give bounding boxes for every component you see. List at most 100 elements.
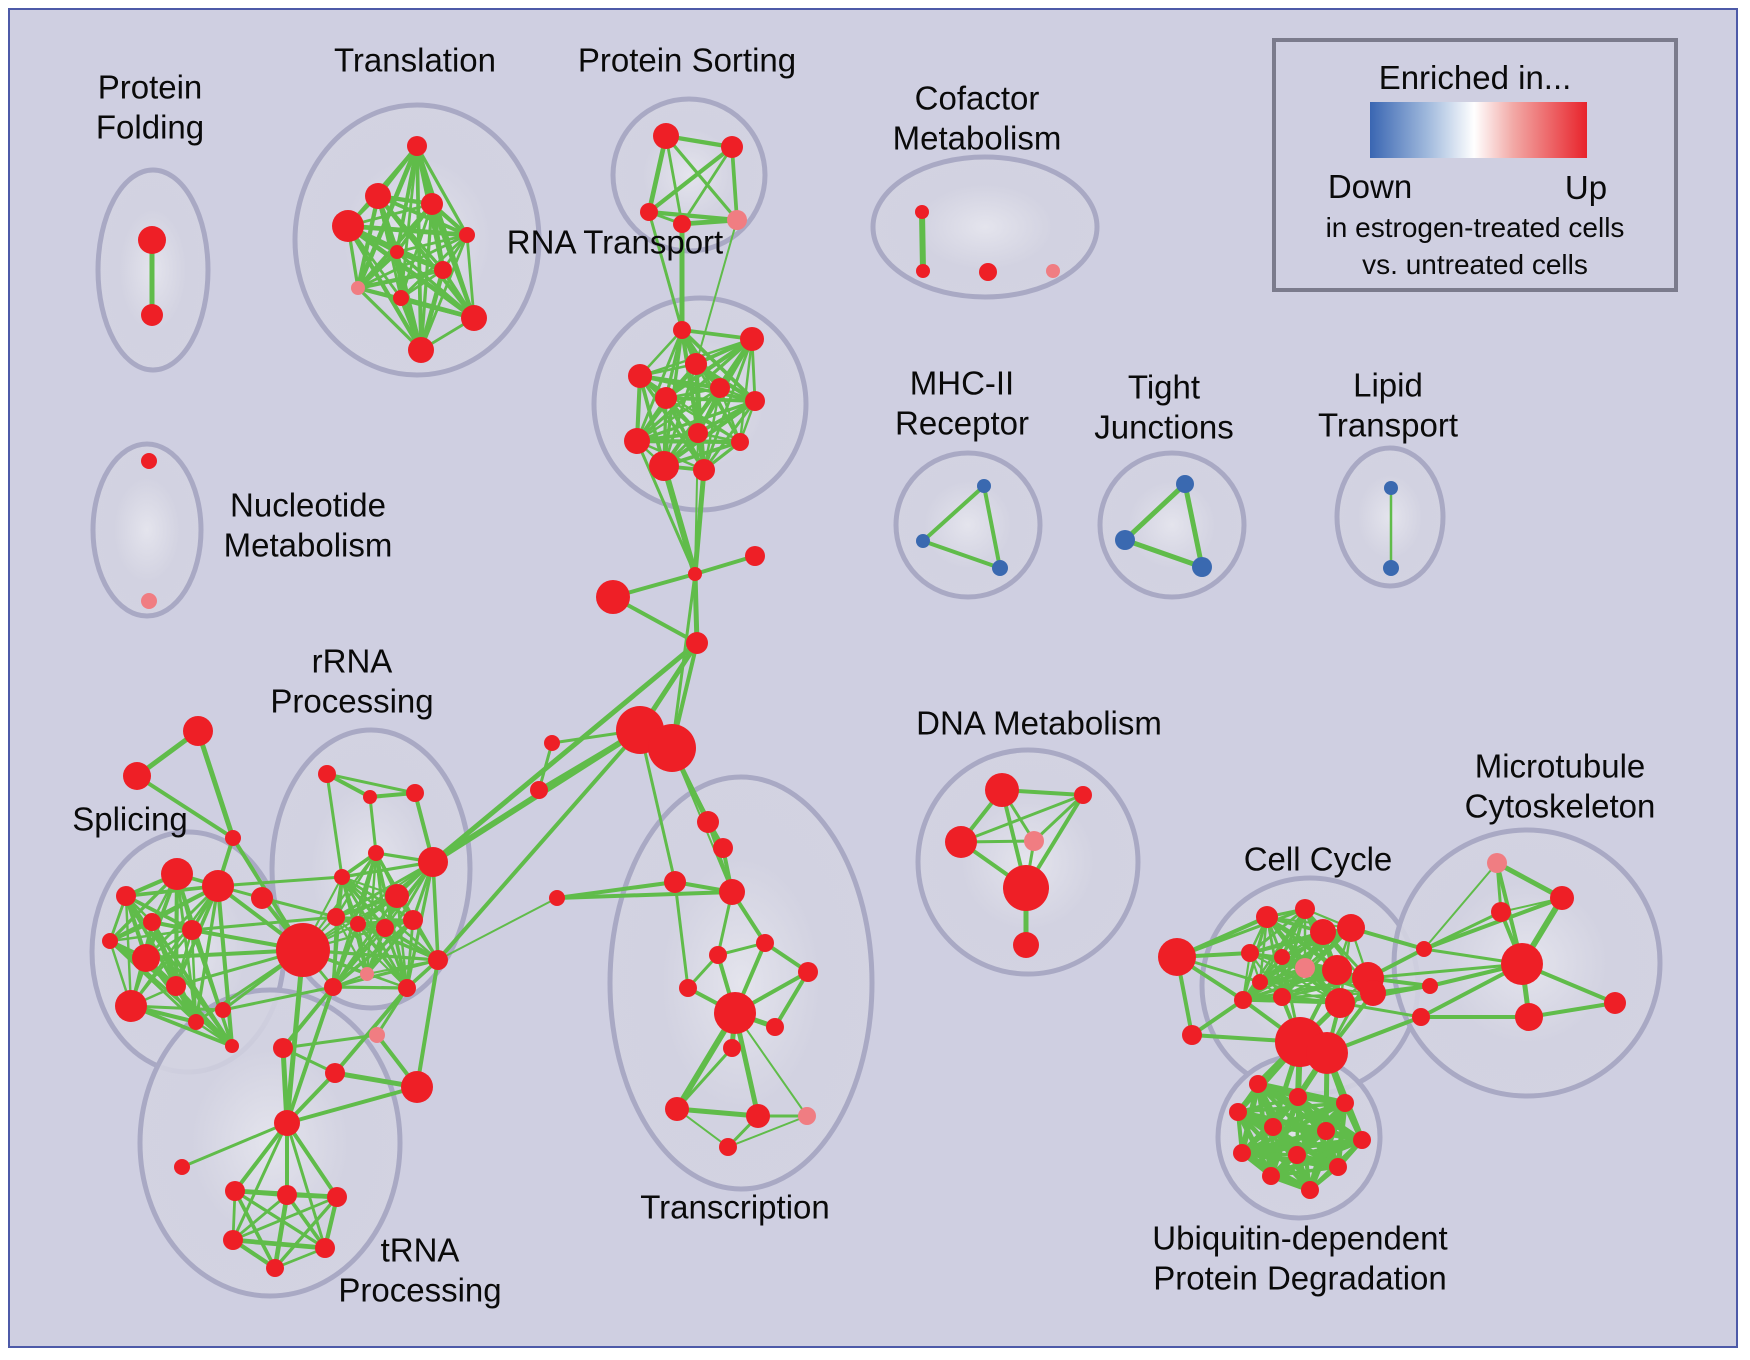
node-dm2 [1074, 786, 1092, 804]
edge [436, 728, 642, 962]
edge [190, 928, 234, 1048]
edge [124, 894, 194, 932]
node-ps5 [727, 210, 747, 230]
edge [694, 432, 699, 575]
node-rr13 [428, 950, 448, 970]
node-ub5 [1264, 1118, 1282, 1136]
node-cnh2 [648, 724, 696, 772]
node-rr4 [368, 845, 384, 861]
node-mh3 [992, 560, 1008, 576]
edge [285, 1121, 339, 1199]
edge [345, 223, 424, 353]
edge [555, 890, 734, 900]
edge [1494, 860, 1565, 901]
edge [1122, 537, 1205, 570]
edge [693, 554, 757, 576]
node-dm3 [945, 826, 977, 858]
edge [230, 1237, 328, 1251]
edge [680, 328, 757, 403]
node-tx10 [723, 1039, 741, 1057]
legend-gradient-bar [1370, 102, 1587, 158]
edge [331, 918, 415, 989]
cluster-label-ubiquitin-degradation: Protein Degradation [1153, 1260, 1447, 1297]
cluster-label-tight-junctions: Tight [1128, 369, 1200, 406]
node-tr2 [365, 183, 391, 209]
node-tx1 [697, 811, 719, 833]
node-cc5 [1241, 944, 1259, 962]
edge [355, 249, 400, 291]
edge [664, 134, 684, 226]
node-sp10 [188, 1014, 204, 1030]
node-tnh5 [315, 1238, 335, 1258]
node-rrhub [276, 923, 330, 977]
edge [135, 774, 235, 840]
edge [285, 985, 335, 1125]
node-tx13 [798, 1107, 816, 1125]
cluster-label-protein-folding: Protein [98, 69, 203, 106]
edge [285, 1121, 327, 1250]
node-dm4 [1024, 831, 1044, 851]
node-tr8 [351, 281, 365, 295]
edge [340, 875, 415, 922]
edge [1122, 481, 1188, 543]
edge [635, 328, 684, 443]
node-tx7 [679, 979, 697, 997]
node-tx6 [756, 934, 774, 952]
node-cc9 [1252, 974, 1268, 990]
edge [345, 223, 477, 321]
node-rr12 [360, 967, 374, 981]
edge [1422, 910, 1503, 951]
node-tnh1 [225, 1181, 245, 1201]
node-ub3 [1336, 1094, 1354, 1112]
edge [365, 918, 415, 976]
cluster-label-lipid-transport: Transport [1318, 407, 1458, 444]
edge [1527, 1001, 1617, 1019]
node-tj2 [1115, 530, 1135, 550]
legend-box: Enriched in... Down Up in estrogen-treat… [1272, 38, 1678, 292]
node-ub4 [1229, 1103, 1247, 1121]
node-rrb1 [215, 1002, 231, 1018]
node-tj1 [1176, 475, 1194, 493]
edge [190, 915, 338, 932]
node-rrp2 [369, 1027, 385, 1043]
node-ps2 [721, 136, 743, 158]
cluster-label-cell-cycle: Cell Cycle [1244, 841, 1393, 878]
edge [345, 223, 470, 238]
cluster-label-protein-folding: Folding [96, 109, 204, 146]
node-rr1 [318, 765, 336, 783]
edge [325, 772, 417, 795]
cluster-label-translation: Translation [334, 42, 496, 79]
node-txhub [714, 992, 756, 1034]
edge [144, 884, 220, 960]
cluster-label-tight-junctions: Junctions [1094, 409, 1233, 446]
edge [331, 985, 409, 990]
node-rr2 [363, 790, 377, 804]
edge [375, 986, 409, 1037]
edge [1366, 962, 1524, 980]
edge [1248, 907, 1307, 955]
edge [727, 1115, 808, 1148]
cluster-label-mhc-ii-receptor: Receptor [895, 405, 1029, 442]
legend-down-label: Down [1327, 168, 1413, 205]
node-rt11 [649, 451, 679, 481]
node-rt2 [740, 327, 764, 351]
node-mt6 [1604, 992, 1626, 1014]
node-ub11 [1262, 1167, 1280, 1185]
edge [215, 883, 235, 1049]
node-tr11 [408, 337, 434, 363]
node-tr9 [393, 290, 409, 306]
node-tr4 [332, 210, 364, 242]
edge [273, 1195, 339, 1270]
cluster-mhc-ii-receptor [893, 450, 1043, 600]
node-sp2 [202, 870, 234, 902]
edge [150, 920, 234, 1048]
edge [1190, 998, 1245, 1037]
node-ub9 [1288, 1146, 1306, 1164]
edge [415, 144, 469, 237]
node-tb1 [549, 890, 565, 906]
node-pf2 [141, 304, 163, 326]
edge [331, 926, 387, 989]
node-sp5 [182, 920, 202, 940]
edge [661, 463, 698, 577]
